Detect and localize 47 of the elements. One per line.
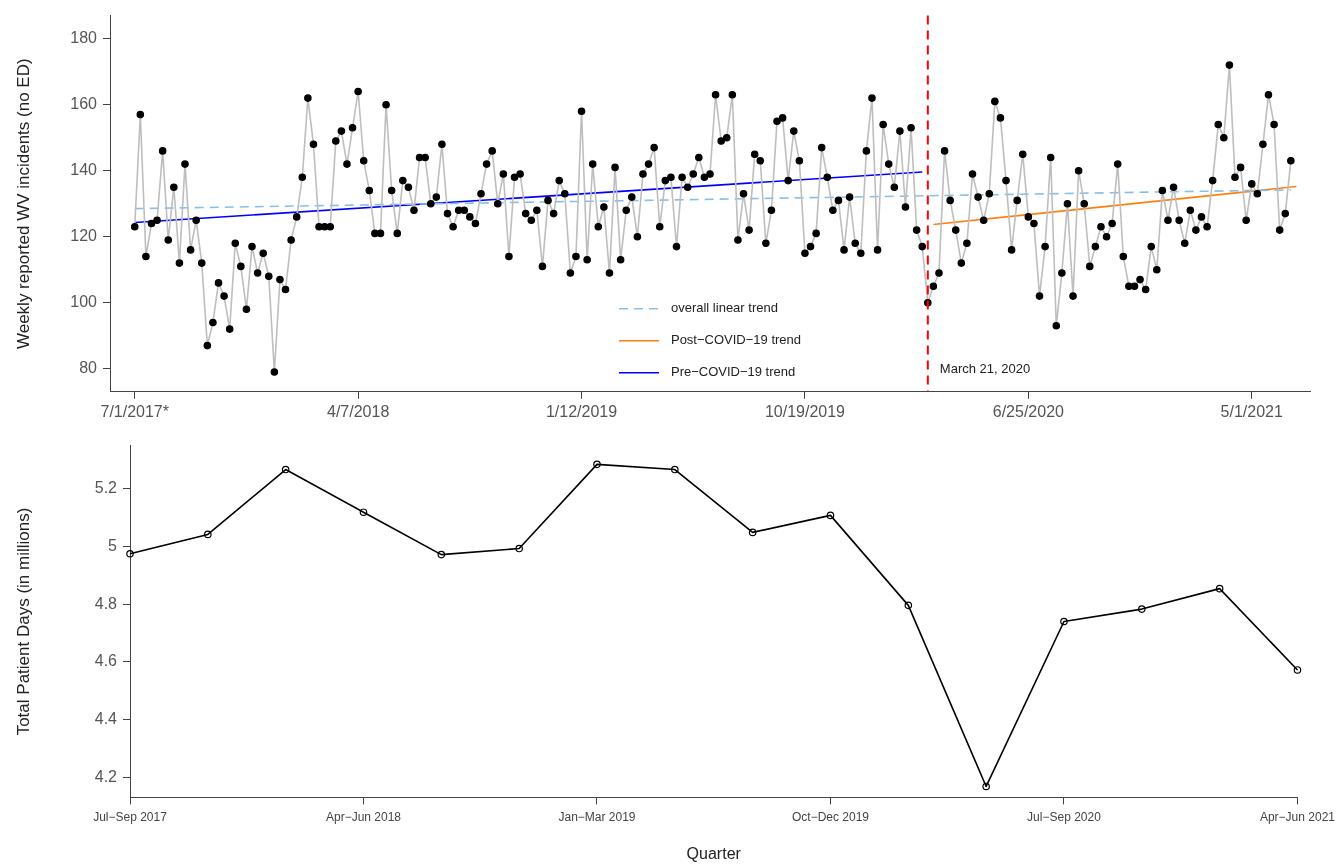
x-tick-label: 4/7/2018 (327, 402, 390, 420)
point (1060, 617, 1068, 626)
y-axis-title: Weekly reported WV incidents (no ED) (13, 58, 33, 350)
y-tick-label: 160 (70, 95, 98, 113)
y-tick-label: 4.4 (94, 709, 118, 727)
legend-label: Pre−COVID−19 trend (670, 364, 796, 380)
y-tick-label: 5.2 (94, 479, 118, 497)
point (1138, 605, 1146, 613)
y-tick-label: 5 (108, 536, 118, 554)
x-axis-title: Quarter (686, 844, 742, 862)
y-tick-label: 4.2 (94, 767, 118, 785)
point (1293, 666, 1302, 674)
y-tick-label: 80 (79, 359, 98, 377)
y-axis-title: Total Patient Days (in millions) (13, 507, 33, 736)
x-tick-label: Jul−Sep 2017 (93, 809, 168, 824)
y-tick-label: 100 (70, 293, 98, 311)
point (437, 550, 446, 559)
y-tick-label: 120 (70, 227, 98, 245)
x-tick-label: Apr−Jun 2021 (1259, 809, 1336, 824)
y-tick-label: 180 (70, 29, 98, 47)
ref-line-label: March 21, 2020 (939, 361, 1031, 377)
point (671, 465, 679, 474)
point (204, 530, 212, 539)
x-tick-label: Oct−Dec 2019 (791, 809, 870, 824)
x-tick-label: Jul−Sep 2020 (1027, 809, 1102, 824)
x-tick-label: 10/19/2019 (764, 402, 846, 420)
point (748, 528, 757, 537)
y-tick-label: 140 (70, 161, 98, 179)
x-tick-label: 1/12/2019 (545, 402, 618, 420)
point (593, 460, 601, 469)
point (904, 601, 913, 610)
point (126, 549, 134, 558)
x-tick-label: 5/1/2021 (1220, 402, 1283, 420)
point (826, 511, 835, 520)
legend-label: Post−COVID−19 trend (670, 332, 802, 348)
x-tick-label: Apr−Jun 2018 (325, 809, 402, 824)
x-tick-label: 7/1/2017* (100, 402, 169, 420)
point (1215, 584, 1224, 593)
y-tick-label: 4.6 (94, 652, 118, 670)
point (281, 465, 290, 474)
x-tick-label: Jan−Mar 2019 (558, 809, 636, 824)
point (515, 544, 523, 553)
point (359, 508, 368, 517)
point (982, 782, 990, 791)
y-tick-label: 4.8 (94, 594, 118, 612)
x-tick-label: 6/25/2020 (992, 402, 1065, 420)
legend-label: overall linear trend (670, 300, 778, 316)
